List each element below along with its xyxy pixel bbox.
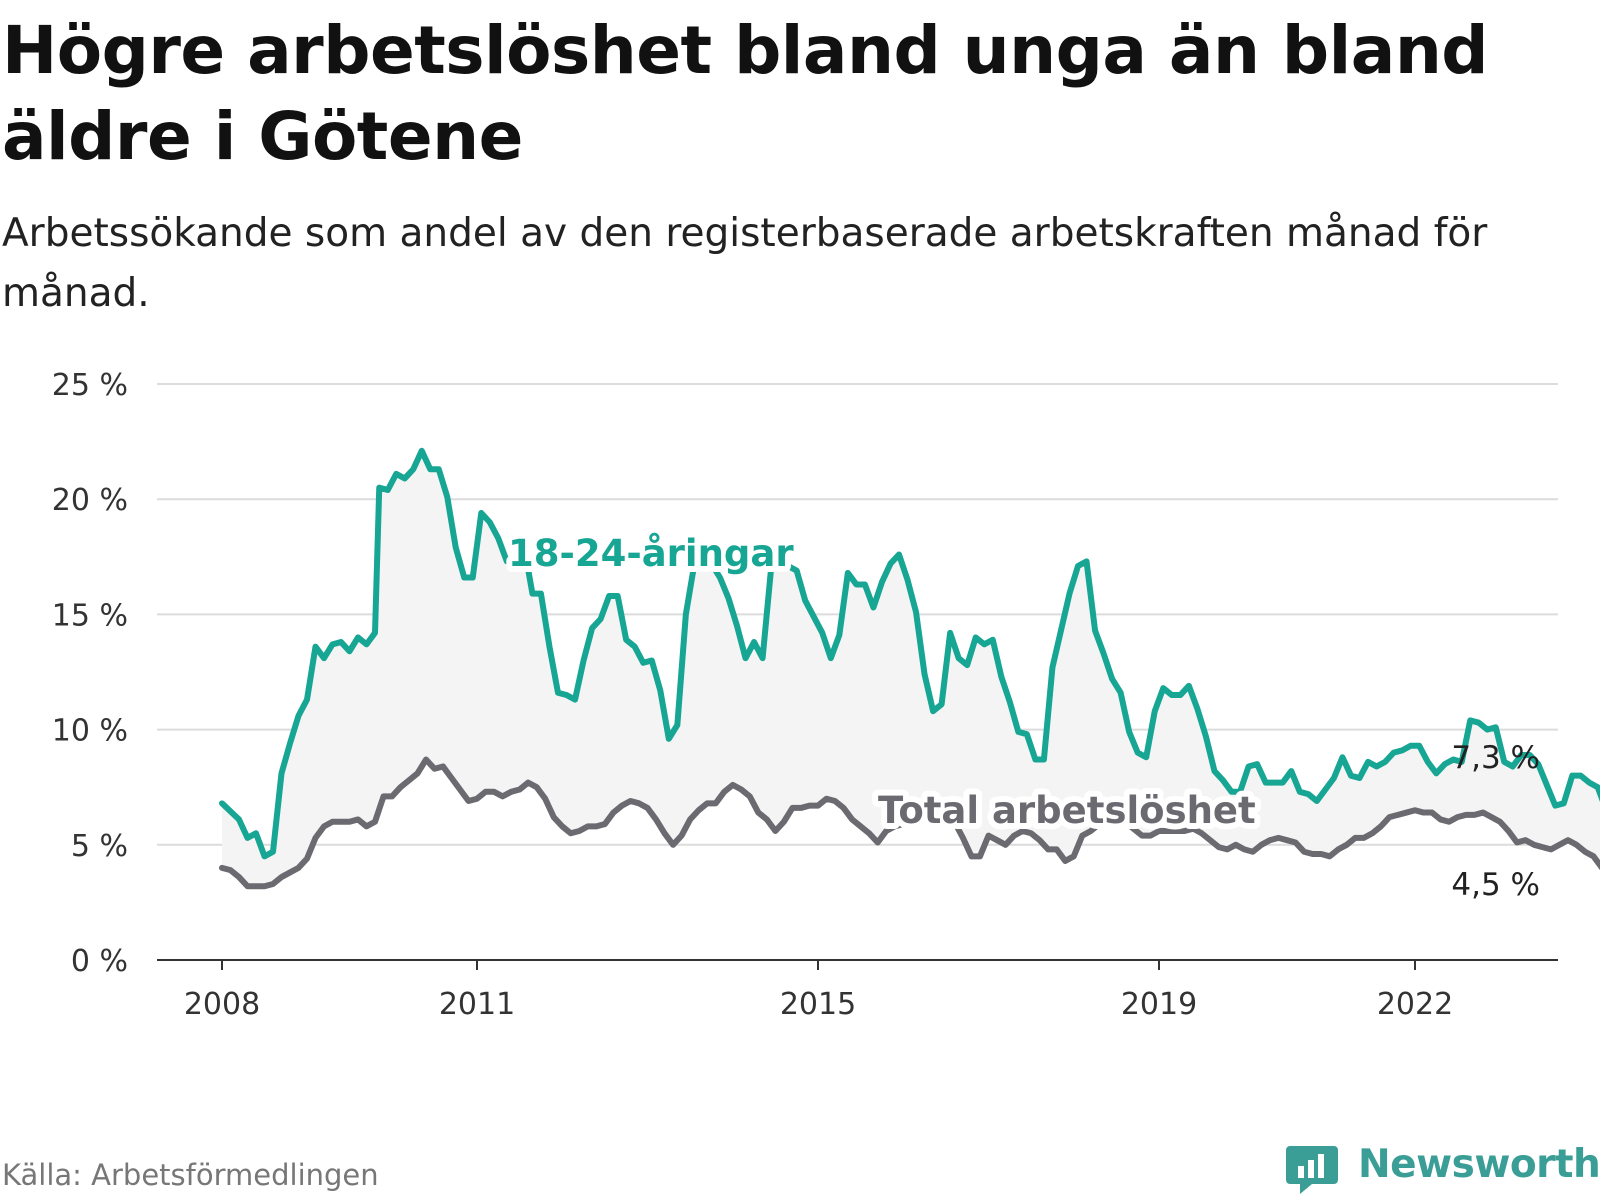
source-note: Källa: Arbetsförmedlingen [2,1158,379,1192]
line-chart: 0 % 5 % 10 % 15 % 20 % 25 % 2008 2011 2015 2019 20… [52,368,1600,1022]
youth-series-label: 18-24-åringar [508,532,794,575]
y-tick-label: 25 % [52,368,128,403]
y-tick-label: 15 % [52,598,128,633]
y-tick-label: 0 % [71,944,128,979]
x-tick-label: 2008 [184,987,260,1022]
brand-name: Newsworthy [1358,1142,1600,1187]
y-tick-label: 10 % [52,714,128,749]
x-tick-label: 2011 [439,987,515,1022]
youth-end-label: 7,3 % [1451,740,1540,776]
total-series-label: Total arbetslöshet [878,789,1256,832]
chart-title: Högre arbetslöshet bland unga än bland ä… [2,12,1489,175]
x-tick-label: 2019 [1121,987,1197,1022]
total-end-label: 4,5 % [1451,867,1540,903]
youth-series-line [219,447,1600,860]
total-series-line [219,756,1600,890]
newsworthy-logo[interactable]: Newsworthy [1286,1140,1600,1196]
chart-subtitle: Arbetssökande som andel av den registerb… [2,211,1488,316]
x-tick-label: 2015 [780,987,856,1022]
y-tick-label: 5 % [71,829,128,864]
youth-series-label-halo: 18-24-åringar [508,532,794,575]
bar-chart-icon [1286,1146,1338,1194]
x-tick-label: 2022 [1377,987,1453,1022]
y-tick-label: 20 % [52,483,128,518]
range-band [222,450,1600,887]
total-series-label-halo: Total arbetslöshet [878,789,1256,832]
